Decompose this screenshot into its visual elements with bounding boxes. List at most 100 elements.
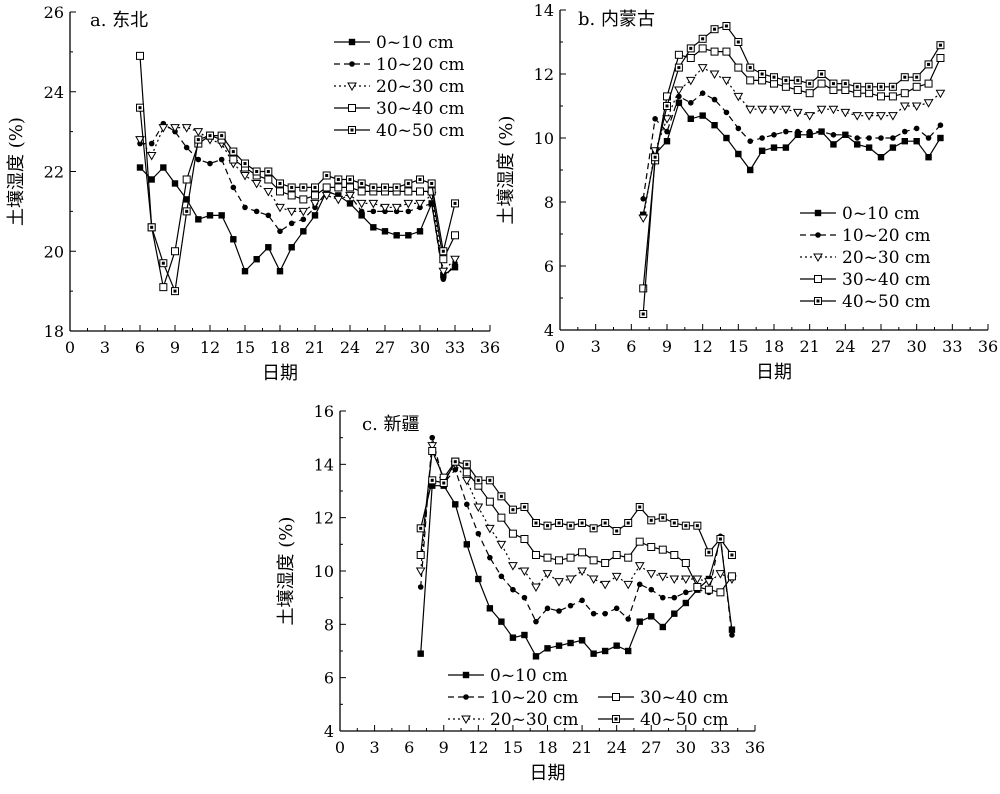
data-point (805, 89, 814, 98)
data-point (311, 212, 319, 219)
data-point (759, 135, 765, 141)
x-tick-label: 15 (503, 738, 523, 757)
data-point (171, 247, 179, 256)
data-point (345, 191, 355, 201)
data-point (794, 128, 801, 135)
data-point (451, 264, 459, 271)
legend-marker (348, 104, 356, 112)
x-tick-label: 12 (468, 738, 488, 757)
data-point (682, 599, 690, 607)
data-point-dot (150, 225, 154, 229)
data-point (264, 175, 273, 184)
data-point (923, 99, 934, 108)
data-point (757, 105, 767, 115)
x-tick-label: 3 (100, 338, 110, 357)
data-point (496, 540, 507, 550)
data-point (747, 166, 754, 174)
data-point (611, 572, 622, 582)
data-point (899, 102, 910, 112)
data-point-dot (371, 185, 375, 189)
data-point (287, 191, 296, 200)
data-point-dot (290, 185, 294, 189)
data-point (450, 255, 460, 265)
data-point (888, 92, 897, 101)
y-tick-label: 4 (544, 321, 554, 340)
data-point-dot (879, 85, 883, 89)
data-point (937, 122, 944, 128)
data-point-dot (278, 181, 282, 185)
data-point (358, 208, 365, 215)
data-point-dot (430, 181, 434, 185)
data-point (508, 529, 517, 538)
data-point (687, 115, 694, 122)
data-point (647, 543, 656, 551)
legend-entry: 10~20 cm (448, 688, 579, 708)
series-line (420, 437, 733, 636)
legend-label: 30~40 cm (376, 99, 465, 119)
data-point (218, 212, 225, 219)
data-point (675, 99, 683, 106)
data-point-dot (626, 521, 630, 525)
data-point (405, 208, 412, 215)
x-tick-label: 24 (340, 338, 360, 357)
data-point-dot (336, 177, 340, 181)
data-point (623, 580, 634, 590)
data-point-dot (592, 526, 596, 530)
data-point (438, 267, 449, 277)
data-point-dot (395, 185, 399, 189)
data-point-dot (325, 173, 329, 177)
data-point (842, 132, 849, 138)
data-point-dot (557, 521, 561, 525)
series-line (139, 107, 456, 294)
data-point (704, 585, 713, 594)
data-point (265, 244, 272, 251)
data-point-dot (641, 312, 645, 316)
legend-label: 40~50 cm (842, 292, 931, 312)
y-tick-label: 12 (314, 509, 334, 528)
data-point (793, 86, 802, 94)
data-point-dot (499, 494, 503, 498)
x-tick-label: 30 (676, 738, 696, 757)
data-point (709, 70, 720, 80)
x-tick-label: 6 (135, 338, 145, 357)
y-axis-label: 土壤湿度 (%) (496, 116, 517, 225)
data-point (600, 580, 611, 590)
y-tick-label: 16 (314, 402, 334, 421)
x-tick-label: 12 (200, 338, 220, 357)
data-point (830, 141, 837, 148)
data-point (711, 96, 718, 103)
data-point (782, 144, 790, 151)
data-point (588, 575, 599, 585)
legend-label: 0~10 cm (376, 33, 454, 53)
y-tick-label: 14 (534, 1, 554, 20)
data-point (670, 551, 679, 559)
data-point (322, 183, 331, 192)
data-point (727, 572, 736, 581)
data-point (671, 610, 678, 617)
legend-label: 40~50 cm (640, 710, 729, 730)
data-point-dot (522, 505, 526, 509)
data-point-dot (185, 209, 189, 213)
data-point (416, 187, 424, 196)
series-line (420, 485, 733, 658)
data-point (889, 144, 897, 151)
data-point (158, 124, 169, 133)
data-point (729, 632, 735, 638)
data-point (913, 138, 920, 145)
data-point (685, 76, 696, 86)
data-point (567, 639, 574, 647)
data-point (925, 154, 932, 161)
data-point (542, 570, 553, 579)
data-point-dot (638, 505, 642, 509)
data-point (657, 572, 668, 582)
data-point-dot (665, 104, 669, 108)
legend-marker (461, 715, 471, 725)
data-point (417, 650, 424, 657)
y-tick-label: 6 (324, 669, 334, 688)
data-point (758, 147, 766, 154)
x-tick-label: 33 (710, 738, 730, 757)
data-point (878, 135, 884, 141)
legend-label: 30~40 cm (640, 688, 729, 708)
data-point (733, 92, 744, 102)
data-point-dot (707, 550, 711, 554)
